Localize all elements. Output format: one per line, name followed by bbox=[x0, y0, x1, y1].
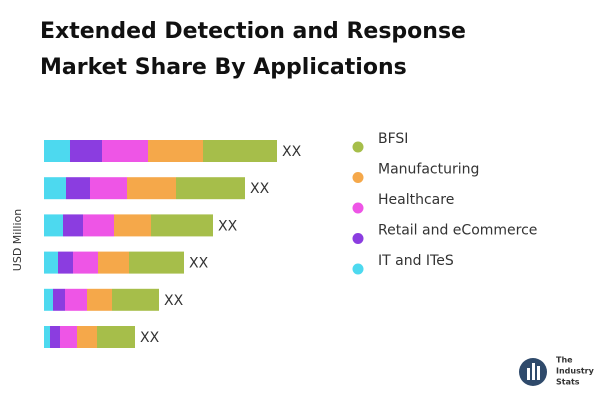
legend-label: IT and ITeS bbox=[378, 253, 454, 269]
bar-segment bbox=[77, 326, 97, 348]
logo-bar bbox=[527, 368, 530, 380]
total-label: XX bbox=[250, 181, 270, 197]
total-label: XX bbox=[164, 293, 184, 309]
bar-segment bbox=[60, 326, 77, 348]
bar-segment bbox=[44, 214, 63, 237]
logo-text: Stats bbox=[556, 378, 580, 387]
legend-label: BFSI bbox=[378, 131, 408, 147]
bar-segment bbox=[66, 177, 90, 200]
logo-text: The bbox=[556, 356, 573, 365]
bar-segment bbox=[44, 177, 66, 200]
bar-segment bbox=[73, 251, 98, 274]
total-label: XX bbox=[282, 144, 302, 160]
bar-segment bbox=[97, 326, 135, 348]
bar-segment bbox=[63, 214, 83, 237]
legend-label: Healthcare bbox=[378, 192, 454, 208]
logo-bar bbox=[532, 363, 535, 380]
total-label: XX bbox=[218, 218, 238, 234]
bar-segment bbox=[44, 140, 70, 162]
bar-segment bbox=[98, 251, 129, 274]
legend-label: Retail and eCommerce bbox=[378, 223, 537, 239]
legend-swatch bbox=[352, 263, 364, 275]
logo-text: Industry bbox=[556, 367, 595, 376]
bar-segment bbox=[127, 177, 176, 200]
bar-segment bbox=[65, 288, 87, 311]
total-label: XX bbox=[140, 330, 160, 346]
total-label: XX bbox=[189, 256, 209, 272]
bar-segment bbox=[148, 140, 203, 162]
bar-segment bbox=[114, 214, 151, 237]
bar-segment bbox=[129, 251, 184, 274]
legend-label: Manufacturing bbox=[378, 162, 479, 178]
y-axis-label: USD Million bbox=[11, 209, 24, 271]
bar-segment bbox=[102, 140, 148, 162]
bar-segment bbox=[53, 288, 65, 311]
legend-swatch bbox=[352, 202, 364, 214]
legend-swatch bbox=[352, 172, 364, 183]
bar-segment bbox=[176, 177, 245, 200]
bar-segment bbox=[44, 251, 58, 274]
legend-swatch bbox=[352, 141, 364, 153]
bar-segment bbox=[44, 326, 50, 348]
bar-segment bbox=[44, 288, 53, 311]
bar-segment bbox=[70, 140, 102, 162]
logo: The Industry Stats bbox=[519, 356, 595, 387]
bar-segment bbox=[90, 177, 127, 200]
bar-segment bbox=[112, 288, 159, 311]
bar-segment bbox=[58, 251, 73, 274]
chart-title: Extended Detection and Response Market S… bbox=[40, 19, 466, 80]
bar-segment bbox=[50, 326, 60, 348]
legend-swatch bbox=[352, 233, 364, 244]
bar-segment bbox=[87, 288, 112, 311]
logo-bar bbox=[537, 366, 540, 380]
bar-segment bbox=[203, 140, 277, 162]
bar-segment bbox=[151, 214, 213, 237]
bar-segment bbox=[83, 214, 114, 237]
